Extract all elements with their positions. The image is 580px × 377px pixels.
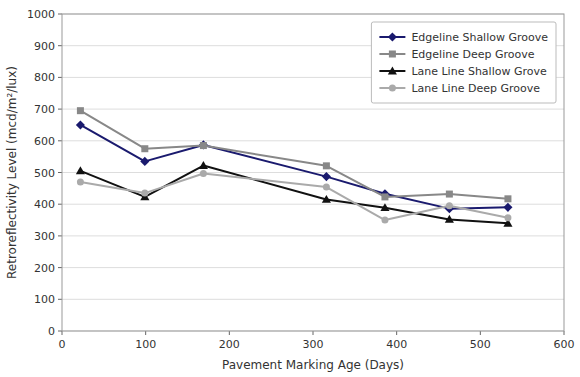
plot-frame (62, 14, 564, 331)
point (199, 161, 208, 169)
series (77, 107, 512, 202)
point (322, 172, 331, 181)
point (504, 214, 511, 221)
point (323, 162, 330, 169)
grid-line (62, 235, 564, 236)
y-tick-label: 500 (34, 167, 55, 180)
series-line (80, 173, 508, 220)
point (446, 202, 453, 209)
y-tick (58, 77, 62, 78)
grid-line (62, 267, 564, 268)
grid-line (62, 109, 564, 110)
grid-line (62, 299, 564, 300)
x-tick (145, 331, 146, 335)
point (504, 195, 511, 202)
x-tick-label: 200 (219, 338, 240, 351)
series (77, 170, 512, 224)
x-tick-label: 0 (59, 338, 66, 351)
y-tick-label: 300 (34, 230, 55, 243)
y-tick (58, 235, 62, 236)
legend-label: Lane Line Shallow Grove (411, 65, 547, 78)
y-tick-label: 200 (34, 262, 55, 275)
x-tick (564, 331, 565, 335)
y-tick (58, 299, 62, 300)
point (77, 107, 84, 114)
point (200, 142, 207, 149)
chart-container: 0 100 200 300 400 500 600 700 800 900 1000 0 100 200 3… (0, 0, 580, 377)
y-tick (58, 204, 62, 205)
legend-marker (388, 66, 397, 74)
x-tick-label: 600 (554, 338, 575, 351)
y-tick-label: 0 (48, 325, 55, 338)
series (76, 161, 513, 227)
point (323, 184, 330, 191)
y-tick (58, 140, 62, 141)
y-tick-label: 800 (34, 71, 55, 84)
y-tick-label: 700 (34, 103, 55, 116)
y-axis-label: Retroreflectivity Level (mcd/m²/lux) (5, 66, 19, 279)
point (200, 170, 207, 177)
point (140, 157, 149, 166)
legend-label: Lane Line Deep Groove (411, 82, 540, 95)
y-tick-label: 400 (34, 198, 55, 211)
point (141, 190, 148, 197)
x-tick (229, 331, 230, 335)
legend-marker (389, 51, 396, 58)
plot-data (76, 107, 513, 226)
chart: 0 100 200 300 400 500 600 700 800 900 1000 0 100 200 3… (0, 0, 580, 377)
x-tick (62, 331, 63, 335)
legend-marker (388, 32, 397, 41)
x-tick-label: 100 (135, 338, 156, 351)
point (381, 217, 388, 224)
y-tick-label: 1000 (27, 8, 55, 21)
y-tick-label: 900 (34, 40, 55, 53)
y-tick (58, 267, 62, 268)
y-tick-label: 100 (34, 293, 55, 306)
point (322, 195, 331, 203)
y-tick (58, 109, 62, 110)
x-tick-label: 400 (386, 338, 407, 351)
point (199, 140, 208, 149)
legend-frame (371, 22, 556, 103)
point (76, 120, 85, 129)
x-tick-label: 500 (470, 338, 491, 351)
legend-label: Edgeline Deep Groove (411, 48, 534, 61)
y-tick (58, 45, 62, 46)
point (381, 193, 388, 200)
y-tick (58, 172, 62, 173)
series-line (80, 125, 508, 209)
point (445, 215, 454, 223)
series (76, 120, 513, 213)
axes: 0 100 200 300 400 500 600 700 800 900 1000 0 100 200 3… (27, 8, 575, 351)
y-tick (58, 331, 62, 332)
y-tick-label: 600 (34, 135, 55, 148)
grid (62, 14, 564, 331)
x-tick (480, 331, 481, 335)
grid-line (62, 204, 564, 205)
x-tick (396, 331, 397, 335)
grid-line (62, 140, 564, 141)
point (503, 203, 512, 212)
point (77, 179, 84, 186)
point (141, 145, 148, 152)
legend: Edgeline Shallow Groove Edgeline Deep Gro… (371, 22, 556, 103)
series-line (80, 111, 508, 199)
legend-marker (389, 85, 396, 92)
x-tick-label: 300 (303, 338, 324, 351)
point (446, 191, 453, 198)
legend-label: Edgeline Shallow Groove (411, 31, 548, 44)
point (76, 166, 85, 174)
series-line (80, 166, 508, 224)
point (380, 203, 389, 211)
x-axis-label: Pavement Marking Age (Days) (222, 358, 404, 372)
x-tick (313, 331, 314, 335)
y-tick (58, 14, 62, 15)
